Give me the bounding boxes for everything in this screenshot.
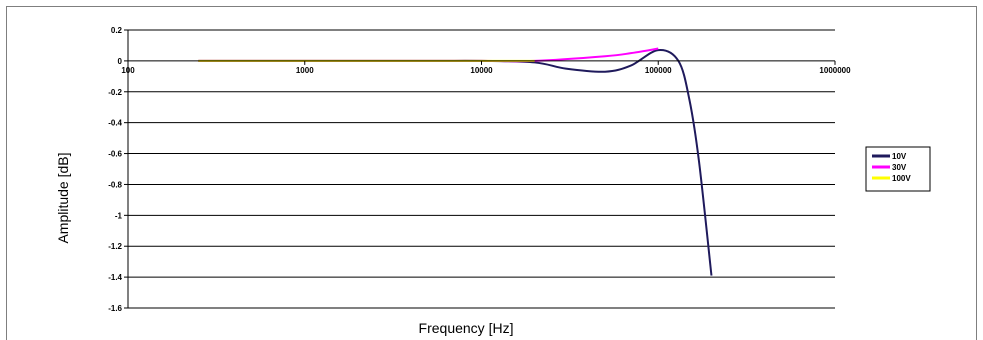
x-tick-label: 1000000 [819, 66, 851, 75]
x-axis-tick-labels: 100 1000 10000 100000 1000000 [121, 60, 851, 75]
legend: 10V 30V 100V [865, 146, 931, 192]
y-axis-title: Amplitude [dB] [55, 152, 71, 243]
legend-label-30v: 30V [892, 163, 907, 172]
y-tick-label: -1.2 [108, 242, 122, 251]
series-line-30v [198, 47, 659, 63]
y-tick-label: -0.8 [108, 180, 122, 189]
grid-lines [124, 29, 835, 309]
y-tick-label: -1.6 [108, 304, 122, 313]
y-tick-label: -1.4 [108, 273, 122, 282]
y-tick-label: 0.2 [111, 26, 123, 35]
y-tick-label: -1 [115, 211, 123, 220]
x-tick-label: 1000 [296, 66, 314, 75]
series-lines [198, 47, 713, 276]
legend-label-10v: 10V [892, 152, 907, 161]
y-tick-label: -0.6 [108, 150, 122, 159]
y-tick-label: 0 [118, 57, 123, 66]
x-tick-label: 100 [121, 66, 135, 75]
y-axis-tick-labels: 0.2 0 -0.2 -0.4 -0.6 -0.8 -1 -1.2 -1.4 -1.6 [108, 26, 122, 313]
legend-label-100v: 100V [892, 174, 911, 183]
x-tick-label: 100000 [645, 66, 672, 75]
legend-box [865, 146, 931, 192]
series-line-10v [198, 48, 713, 276]
x-tick-label: 10000 [470, 66, 493, 75]
y-tick-label: -0.4 [108, 119, 122, 128]
y-tick-label: -0.2 [108, 88, 122, 97]
x-axis-title: Frequency [Hz] [419, 320, 514, 336]
